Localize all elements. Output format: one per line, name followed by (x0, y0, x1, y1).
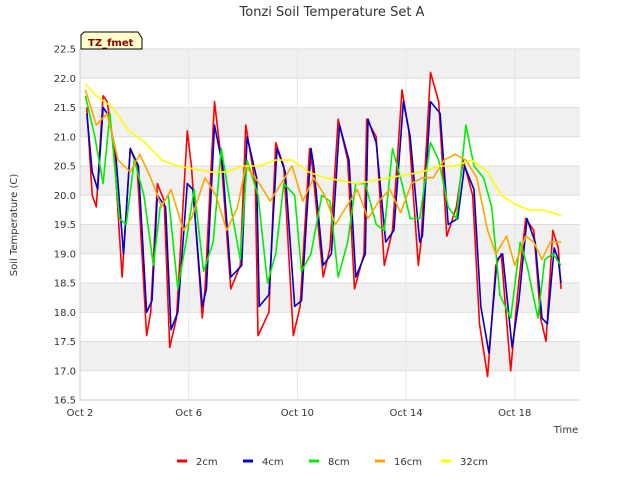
legend-label: 32cm (460, 457, 488, 468)
y-tick-label: 17.5 (54, 337, 76, 348)
legend-label: 2cm (196, 457, 218, 468)
legend-label: 4cm (262, 457, 284, 468)
y-tick-label: 18.0 (54, 308, 76, 319)
legend-label: 16cm (394, 457, 422, 468)
y-tick-label: 19.0 (54, 249, 76, 260)
badge-box (80, 31, 143, 50)
legend: 2cm 4cm 8cm 16cm 32cm (177, 457, 488, 468)
y-tick-label: 20.0 (54, 191, 76, 202)
grid-band (80, 166, 580, 196)
chart-title: Tonzi Soil Temperature Set A (239, 5, 425, 20)
y-axis-label: Soil Temperature (C) (9, 174, 20, 277)
series-line-16cm (84, 89, 561, 267)
y-tick-label: 22.5 (54, 45, 76, 56)
grid-bands (80, 49, 580, 371)
x-tick-label: Oct 14 (389, 408, 422, 419)
badge-label: TZ_fmet (88, 38, 134, 49)
y-tick-label: 17.0 (54, 366, 76, 377)
x-tick-label: Oct 18 (498, 408, 531, 419)
grid-band (80, 49, 580, 79)
y-tick-label: 18.5 (54, 279, 76, 290)
x-tick-label: Oct 2 (67, 408, 94, 419)
grid-band (80, 283, 580, 313)
series-lines (84, 71, 562, 378)
grid-band (80, 341, 580, 371)
y-tick-label: 20.5 (54, 162, 76, 173)
y-tick-label: 21.0 (54, 132, 76, 143)
x-tick-label: Oct 10 (281, 408, 314, 419)
x-axis-label: Time (553, 425, 578, 436)
y-tick-label: 19.5 (54, 220, 76, 231)
y-tick-label: 22.0 (54, 74, 76, 85)
grid-band (80, 107, 580, 137)
x-tick-label: Oct 6 (175, 408, 202, 419)
badge: TZ_fmet (80, 31, 143, 50)
y-tick-label: 16.5 (54, 396, 76, 407)
series-line-32cm (84, 83, 562, 217)
legend-label: 8cm (328, 457, 350, 468)
y-tick-labels: 16.5 17.0 17.5 18.0 18.5 19.0 19.5 20.0 20.5 21.0… (54, 45, 76, 407)
x-tick-labels: Oct 2 Oct 6 Oct 10 Oct 14 Oct 18 (67, 408, 532, 419)
series-line-8cm (84, 95, 562, 319)
y-tick-label: 21.5 (54, 103, 76, 114)
